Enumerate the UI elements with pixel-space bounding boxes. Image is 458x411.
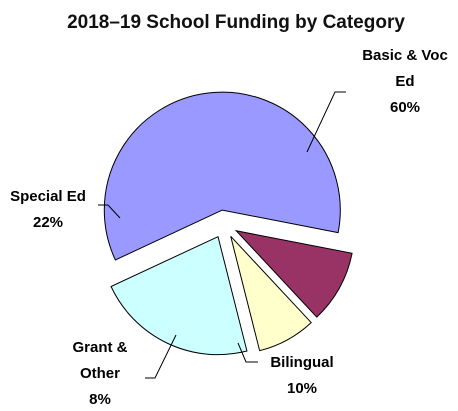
leader-lines (98, 91, 346, 379)
slice-label-2: Bilingual 10% (270, 354, 333, 397)
leader-line-1 (306, 91, 346, 153)
slices-layer (103, 91, 353, 356)
slice-label-line: Bilingual (270, 354, 333, 371)
slice-label-line: 22% (33, 214, 63, 231)
pie-slice-4 (110, 235, 248, 356)
pie-slice-2 (234, 230, 353, 318)
slice-label-line: Special Ed (10, 188, 86, 205)
slice-label-1: Basic & Voc Ed 60% (362, 47, 448, 116)
slice-label-line: 60% (390, 99, 420, 116)
slice-label-line: Other (80, 365, 120, 382)
slice-label-4: Special Ed 22% (10, 188, 86, 231)
leader-line-3 (145, 334, 177, 379)
slice-label-line: Basic & Voc (362, 47, 448, 64)
pie-slice-3 (230, 235, 312, 352)
slice-label-3: Grant & Other 8% (72, 339, 127, 408)
leader-line-4 (98, 204, 121, 219)
leader-line-2 (237, 342, 258, 363)
slice-label-line: 10% (287, 380, 317, 397)
slice-label-line: Grant & (72, 339, 127, 356)
slice-labels: Basic & Voc Ed 60% Bilingual 10% Grant & Other… (10, 47, 448, 408)
slice-label-line: Ed (395, 73, 414, 90)
chart-title: 2018–19 School Funding by Category (67, 12, 405, 33)
pie-slice-1 (103, 91, 341, 261)
slice-label-line: 8% (89, 391, 111, 408)
